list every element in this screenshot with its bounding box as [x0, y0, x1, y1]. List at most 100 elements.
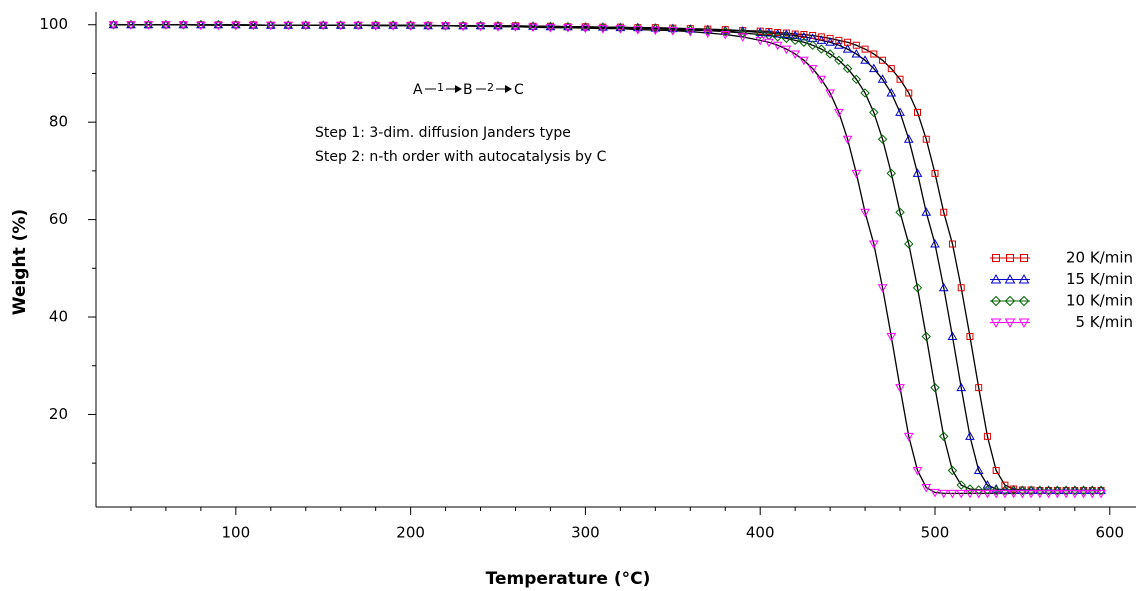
- data-point: [879, 56, 887, 64]
- data-point: [772, 32, 783, 42]
- data-point: [370, 20, 381, 29]
- data-point: [826, 34, 834, 42]
- y-tick-label: 40: [49, 308, 68, 326]
- legend-marker: [1004, 273, 1016, 284]
- data-point: [1052, 489, 1063, 499]
- data-point: [877, 74, 888, 83]
- data-point: [1043, 485, 1054, 496]
- data-point: [161, 21, 171, 30]
- data-point: [598, 25, 608, 34]
- data-point: [1061, 485, 1071, 496]
- data-point: [1000, 489, 1010, 499]
- data-point: [1017, 489, 1028, 499]
- data-point: [300, 21, 311, 31]
- data-point: [825, 37, 835, 46]
- data-point: [982, 480, 993, 489]
- data-point: [1008, 489, 1019, 499]
- data-point: [860, 55, 870, 64]
- data-point: [956, 489, 967, 499]
- data-point: [213, 21, 224, 31]
- legend-marker: [1018, 273, 1030, 284]
- data-point: [877, 134, 888, 144]
- data-point: [720, 26, 730, 37]
- data-point: [126, 21, 136, 30]
- data-point: [755, 36, 766, 46]
- data-point: [510, 21, 521, 30]
- data-point: [563, 21, 573, 31]
- data-point: [844, 38, 852, 46]
- legend-marker: [1004, 295, 1016, 307]
- data-point: [991, 489, 1002, 499]
- data-point: [886, 168, 897, 179]
- data-point: [965, 484, 975, 494]
- scheme-arrow: [505, 85, 512, 93]
- data-point: [834, 55, 844, 66]
- data-point: [755, 29, 765, 40]
- series-line: [113, 24, 1102, 492]
- data-point: [1017, 485, 1028, 496]
- data-point: [1096, 489, 1106, 499]
- data-point: [1078, 485, 1089, 496]
- data-point: [940, 208, 948, 216]
- data-point: [493, 23, 503, 32]
- data-point: [886, 87, 897, 97]
- data-point: [982, 485, 993, 495]
- data-point: [764, 38, 774, 48]
- data-point: [870, 50, 878, 58]
- y-tick-label: 100: [39, 15, 68, 33]
- data-point: [966, 333, 974, 341]
- legend-marker: [1004, 318, 1016, 329]
- data-point: [423, 22, 433, 31]
- data-point: [1096, 485, 1106, 496]
- data-point: [868, 240, 879, 249]
- data-point: [842, 135, 853, 145]
- data-point: [939, 431, 949, 442]
- data-point: [956, 480, 966, 490]
- data-point: [895, 107, 905, 116]
- data-point: [1043, 489, 1054, 499]
- data-point: [973, 485, 984, 495]
- data-point: [370, 22, 381, 31]
- data-point: [965, 431, 975, 440]
- annotation-line: Step 1: 3-dim. diffusion Janders type: [315, 125, 571, 141]
- data-point: [615, 22, 626, 32]
- data-point: [781, 29, 792, 38]
- data-point: [851, 169, 862, 179]
- data-point: [737, 33, 748, 42]
- data-point: [178, 21, 189, 30]
- legend-marker: [1018, 318, 1030, 329]
- x-tick-label: 100: [222, 524, 251, 542]
- data-point: [528, 21, 538, 30]
- data-point: [825, 49, 835, 59]
- legend-marker: [990, 273, 1002, 284]
- data-point: [833, 108, 844, 118]
- data-point: [265, 21, 276, 31]
- data-point: [388, 20, 399, 29]
- data-point: [938, 282, 949, 292]
- data-point: [650, 23, 661, 32]
- data-point: [887, 65, 895, 73]
- data-point: [965, 489, 975, 499]
- data-point: [781, 45, 792, 55]
- data-point: [440, 22, 451, 31]
- data-point: [851, 48, 862, 58]
- data-point: [938, 489, 949, 499]
- data-point: [598, 22, 608, 31]
- x-tick-label: 200: [396, 524, 425, 542]
- data-point: [905, 89, 913, 97]
- data-point: [895, 207, 905, 217]
- data-point: [318, 21, 329, 31]
- data-point: [1000, 485, 1010, 496]
- data-point: [764, 28, 774, 37]
- x-tick-label: 500: [921, 524, 950, 542]
- data-point: [196, 19, 206, 29]
- data-point: [903, 432, 914, 442]
- data-point: [816, 35, 827, 44]
- data-point: [528, 23, 538, 33]
- data-point: [816, 44, 827, 54]
- data-point: [545, 21, 556, 31]
- scheme-step: 2: [487, 81, 494, 94]
- data-point: [196, 21, 206, 31]
- data-point: [947, 489, 958, 499]
